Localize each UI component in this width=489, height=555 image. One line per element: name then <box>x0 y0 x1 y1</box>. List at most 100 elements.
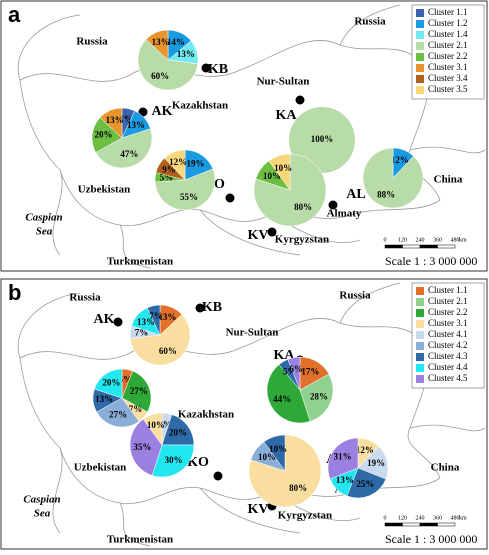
slice-label: 60% <box>151 71 169 81</box>
legend-swatch <box>416 20 424 28</box>
scale-text: Scale 1 : 3 000 000 <box>385 532 477 546</box>
slice-label: 88% <box>377 189 395 199</box>
pie-slice <box>289 107 355 173</box>
site-dot <box>295 95 305 105</box>
site-label: AK <box>152 104 173 119</box>
country-borders <box>17 282 486 547</box>
slice-label: 13% <box>106 115 124 125</box>
slice-label: 5% <box>158 419 172 429</box>
slice-label: 28% <box>310 392 328 402</box>
place-name: Kyrgyzstan <box>275 234 329 246</box>
legend-swatch <box>416 375 424 383</box>
legend-label: Cluster 1.2 <box>428 18 468 28</box>
slice-label: 20% <box>169 427 187 437</box>
pie-slice <box>99 107 123 139</box>
place-name: Sea <box>34 508 51 520</box>
site-dot <box>328 200 338 210</box>
scale-tick: 240 <box>416 237 425 243</box>
place-name: Caspian <box>23 494 60 506</box>
slice-label: 13% <box>127 120 145 130</box>
slice-label: 27% <box>109 410 127 420</box>
legend-label: Cluster 2.1 <box>428 40 468 50</box>
site-dot <box>201 63 211 73</box>
kazakhstan-border <box>19 40 441 227</box>
site-label: KB <box>208 62 228 77</box>
scale-tick: 120 <box>398 515 407 521</box>
slice-label: 6% <box>289 364 303 374</box>
legend-label: Cluster 3.1 <box>428 62 468 72</box>
pie-slice <box>145 29 169 61</box>
place-name: Kazakhstan <box>178 409 234 421</box>
legend-swatch <box>416 75 424 83</box>
scale-bar <box>384 244 403 249</box>
legend-swatch <box>416 353 424 361</box>
slice-label: 13% <box>152 37 170 47</box>
kazakhstan-border <box>19 318 441 505</box>
place-name: Kazakhstan <box>172 100 228 112</box>
pie-slice <box>95 128 153 169</box>
site-label: KO <box>187 455 209 470</box>
slice-label: 13% <box>336 475 354 485</box>
legend-swatch <box>416 320 424 328</box>
legend-swatch <box>416 309 424 317</box>
legend-swatch <box>416 53 424 61</box>
scale-text: Scale 1 : 3 000 000 <box>385 254 477 268</box>
scale-bar <box>402 244 421 249</box>
slice-label: 80% <box>289 483 307 493</box>
site-label: KV <box>248 502 269 517</box>
site-label: AL <box>346 187 365 202</box>
legend-swatch <box>416 364 424 372</box>
place-name: Russia <box>69 292 101 304</box>
legend-swatch <box>416 9 424 17</box>
legend-label: Cluster 2.1 <box>428 296 468 306</box>
place-name: Kyrgyzstan <box>278 510 332 522</box>
legend-label: Cluster 3.4 <box>428 73 468 83</box>
scale-unit: km <box>459 515 467 521</box>
pie-slice <box>327 437 359 480</box>
pie-slice <box>96 397 140 428</box>
legend-label: Cluster 3.5 <box>428 84 468 94</box>
legend-swatch <box>416 331 424 339</box>
scale-tick: 480 <box>451 515 460 521</box>
pie-slice <box>142 412 163 446</box>
panel-label: a <box>8 2 21 27</box>
country-borders <box>17 4 486 269</box>
slice-label: 31% <box>334 452 352 462</box>
place-name: Turkmenistan <box>107 256 173 268</box>
pie-slice <box>164 149 186 181</box>
legend-label: Cluster 4.1 <box>428 329 468 339</box>
panel-label: b <box>8 280 21 305</box>
scale-tick: 360 <box>433 515 442 521</box>
slice-label: 13% <box>177 49 195 59</box>
slice-label: 10% <box>263 171 281 181</box>
pie-slice <box>268 153 291 191</box>
legend-label: Cluster 4.3 <box>428 351 468 361</box>
panel-b: b Russia Russia Nur-Sultan Kazakhstan Uzbekis… <box>0 278 488 550</box>
slice-label: 19% <box>367 458 385 468</box>
pie-slice <box>151 444 195 478</box>
slice-label: 9% <box>162 165 176 175</box>
slice-label: 10% <box>269 444 287 454</box>
slice-label: 100% <box>311 134 334 144</box>
site-dot <box>267 227 277 237</box>
slice-label: 13% <box>95 394 113 404</box>
slice-label: 12% <box>169 157 187 167</box>
legend-swatch <box>416 287 424 295</box>
scale-bar <box>419 522 438 527</box>
scale-unit: km <box>459 237 467 243</box>
slice-label: 30% <box>165 455 183 465</box>
legend-swatch <box>416 342 424 350</box>
pie-slice <box>129 314 191 366</box>
slice-label: 60% <box>159 346 177 356</box>
pie-slice <box>161 414 195 446</box>
slice-label: 5% <box>283 366 297 376</box>
slice-label: 47% <box>120 149 138 159</box>
pie-slice <box>299 373 334 422</box>
place-name: Uzbekistan <box>78 184 131 196</box>
place-name: Russia <box>76 36 108 48</box>
legend-label: Cluster 2.2 <box>428 307 468 317</box>
scale-tick: 480 <box>451 237 460 243</box>
legend-swatch <box>416 42 424 50</box>
